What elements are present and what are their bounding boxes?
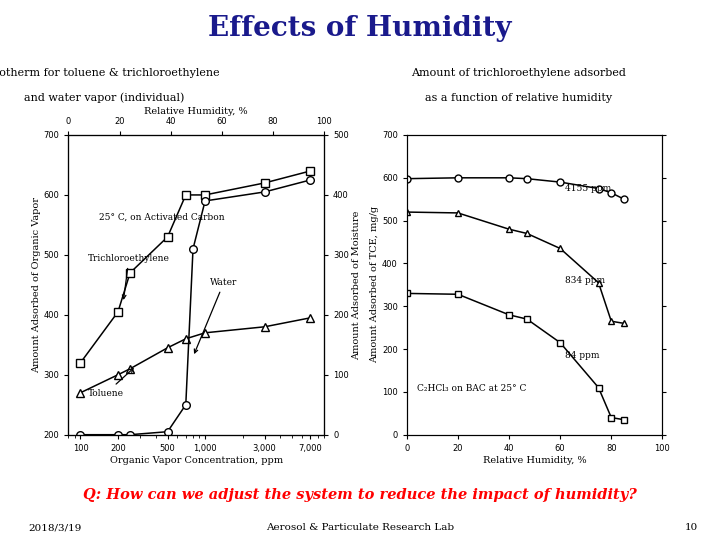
Text: 2018/3/19: 2018/3/19 (29, 523, 82, 532)
Y-axis label: Amount Adsorbed of Organic Vapor: Amount Adsorbed of Organic Vapor (32, 197, 41, 373)
Text: Amount of trichloroethylene adsorbed: Amount of trichloroethylene adsorbed (411, 68, 626, 78)
Text: Aerosol & Particulate Research Lab: Aerosol & Particulate Research Lab (266, 523, 454, 532)
Text: Trichloroethylene: Trichloroethylene (88, 254, 170, 299)
Y-axis label: Amount Adsorbed of TCE, mg/g: Amount Adsorbed of TCE, mg/g (370, 206, 379, 363)
Text: and water vapor (individual): and water vapor (individual) (24, 92, 184, 103)
Text: Effects of Humidity: Effects of Humidity (208, 15, 512, 42)
X-axis label: Organic Vapor Concentration, ppm: Organic Vapor Concentration, ppm (109, 456, 283, 464)
Text: 84 ppm: 84 ppm (565, 351, 600, 360)
X-axis label: Relative Humidity, %: Relative Humidity, % (483, 456, 586, 464)
Text: Isotherm for toluene & trichloroethylene: Isotherm for toluene & trichloroethylene (0, 68, 220, 78)
Text: as a function of relative humidity: as a function of relative humidity (425, 92, 612, 103)
Text: Water: Water (194, 278, 238, 353)
Text: 10: 10 (685, 523, 698, 532)
Text: Toluene: Toluene (88, 369, 133, 398)
Text: 4155 ppm: 4155 ppm (565, 184, 611, 193)
Text: C₂HCl₃ on BAC at 25° C: C₂HCl₃ on BAC at 25° C (417, 384, 526, 393)
X-axis label: Relative Humidity, %: Relative Humidity, % (145, 107, 248, 116)
Text: 25° C, on Activated Carbon: 25° C, on Activated Carbon (99, 213, 225, 222)
Text: 834 ppm: 834 ppm (565, 276, 606, 285)
Text: Q: How can we adjust the system to reduce the impact of humidity?: Q: How can we adjust the system to reduc… (83, 488, 637, 502)
Y-axis label: Amount Adsorbed of Moisture: Amount Adsorbed of Moisture (351, 210, 361, 360)
